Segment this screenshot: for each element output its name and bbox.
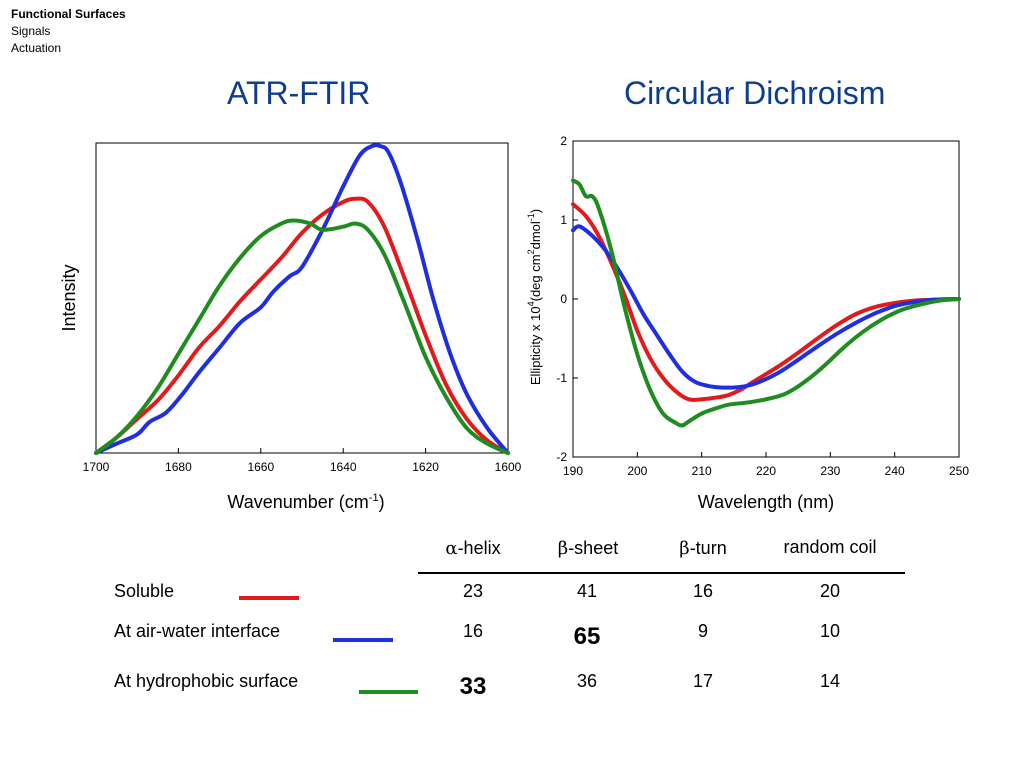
table-cell: 14 — [819, 671, 841, 691]
y-axis-label-part: (deg cm — [528, 254, 543, 301]
table-cell: 16 — [462, 621, 484, 641]
x-tick-label: 240 — [885, 464, 905, 478]
y-tick-label: 1 — [560, 213, 567, 227]
col-head-alpha-helix: α-helix — [413, 538, 533, 559]
col-head-label: -sheet — [568, 538, 619, 558]
series-line-hydrophobic — [94, 218, 510, 455]
table-cell: 16 — [692, 581, 714, 601]
col-head-label: -helix — [457, 538, 501, 558]
x-tick-label: 220 — [756, 464, 776, 478]
x-tick-label: 1640 — [330, 460, 357, 474]
x-axis-label: Wavelength (nm) — [698, 492, 834, 512]
plot-frame — [572, 140, 960, 458]
series-line-air_water — [94, 143, 510, 455]
y-tick-label: 2 — [560, 134, 567, 148]
col-head-beta-sheet: β-sheet — [528, 538, 648, 559]
col-head-random-coil: random coil — [770, 537, 890, 558]
y-axis-label-part: -1 — [526, 213, 536, 221]
row-label: Soluble — [114, 581, 175, 601]
x-tick-label: 230 — [820, 464, 840, 478]
breadcrumb-item-signals[interactable]: Signals — [11, 24, 51, 38]
series-line-hydrophobic — [571, 178, 961, 428]
series-line-soluble — [94, 196, 510, 455]
ftir-chart-title: ATR-FTIR — [227, 75, 371, 111]
y-axis-label-part: ) — [528, 209, 543, 213]
table-cell: 17 — [692, 671, 714, 691]
col-head-label: -turn — [689, 538, 727, 558]
legend-swatch-air_water — [333, 638, 393, 642]
col-head-beta-turn: β-turn — [643, 538, 763, 559]
breadcrumb: Functional Surfaces Signals Actuation — [11, 6, 126, 57]
x-tick-label: 210 — [692, 464, 712, 478]
x-tick-label: 1600 — [495, 460, 522, 474]
table-cell: 65 — [573, 623, 601, 650]
x-tick-label: 200 — [627, 464, 647, 478]
table-cell: 9 — [697, 621, 708, 641]
y-axis-label-part: dmol — [528, 221, 543, 249]
y-axis-label-part: 4 — [526, 301, 536, 306]
x-axis-label-main: Wavenumber (cm — [227, 492, 368, 512]
y-tick-label: -2 — [556, 450, 567, 464]
legend-swatch-hydrophobic — [359, 690, 418, 694]
table-cell: 20 — [819, 581, 841, 601]
legend-swatch-soluble — [239, 596, 299, 600]
beta-symbol: β — [557, 538, 569, 559]
x-tick-label: 190 — [563, 464, 583, 478]
series-line-air_water — [571, 224, 961, 390]
cd-chart: 190 200 210 220 230 240 250 -2 -1 0 1 2 Wavelength (… — [526, 134, 969, 512]
table-header-rule — [418, 572, 905, 574]
x-axis-label-close: ) — [379, 492, 385, 512]
table-cell: 41 — [576, 581, 598, 601]
y-tick-label: -1 — [556, 371, 567, 385]
table-cell: 36 — [576, 671, 598, 691]
x-tick-label: 250 — [949, 464, 969, 478]
table-cell: 33 — [459, 673, 487, 700]
y-axis-label: Intensity — [59, 264, 79, 331]
col-head-label: random coil — [783, 537, 877, 557]
y-tick-label: 0 — [560, 292, 567, 306]
row-label: At hydrophobic surface — [114, 671, 299, 691]
plot-frame — [95, 142, 509, 454]
breadcrumb-item-functional-surfaces[interactable]: Functional Surfaces — [11, 7, 126, 21]
cd-chart-title: Circular Dichroism — [624, 75, 886, 111]
x-tick-label: 1620 — [412, 460, 439, 474]
ftir-chart: 1700 1680 1660 1640 1620 1600 Wavenumber (cm-1… — [59, 142, 522, 512]
y-axis-label: Ellipticity x 104(deg cm2dmol-1) — [526, 209, 543, 385]
table-cell: 23 — [462, 581, 484, 601]
x-tick-label: 1700 — [83, 460, 110, 474]
row-label: At air-water interface — [114, 621, 281, 641]
table-cell: 10 — [819, 621, 841, 641]
x-tick-label: 1660 — [247, 460, 274, 474]
y-axis-label-part: 2 — [526, 249, 536, 254]
y-axis-label-part: Ellipticity x 10 — [528, 306, 543, 385]
x-axis-label-sup: -1 — [369, 492, 379, 504]
x-tick-label: 1680 — [165, 460, 192, 474]
beta-symbol: β — [679, 538, 690, 559]
x-axis-label: Wavenumber (cm-1) — [227, 492, 384, 512]
breadcrumb-item-actuation[interactable]: Actuation — [11, 41, 62, 55]
series-line-soluble — [571, 202, 961, 402]
alpha-symbol: α — [445, 538, 458, 559]
